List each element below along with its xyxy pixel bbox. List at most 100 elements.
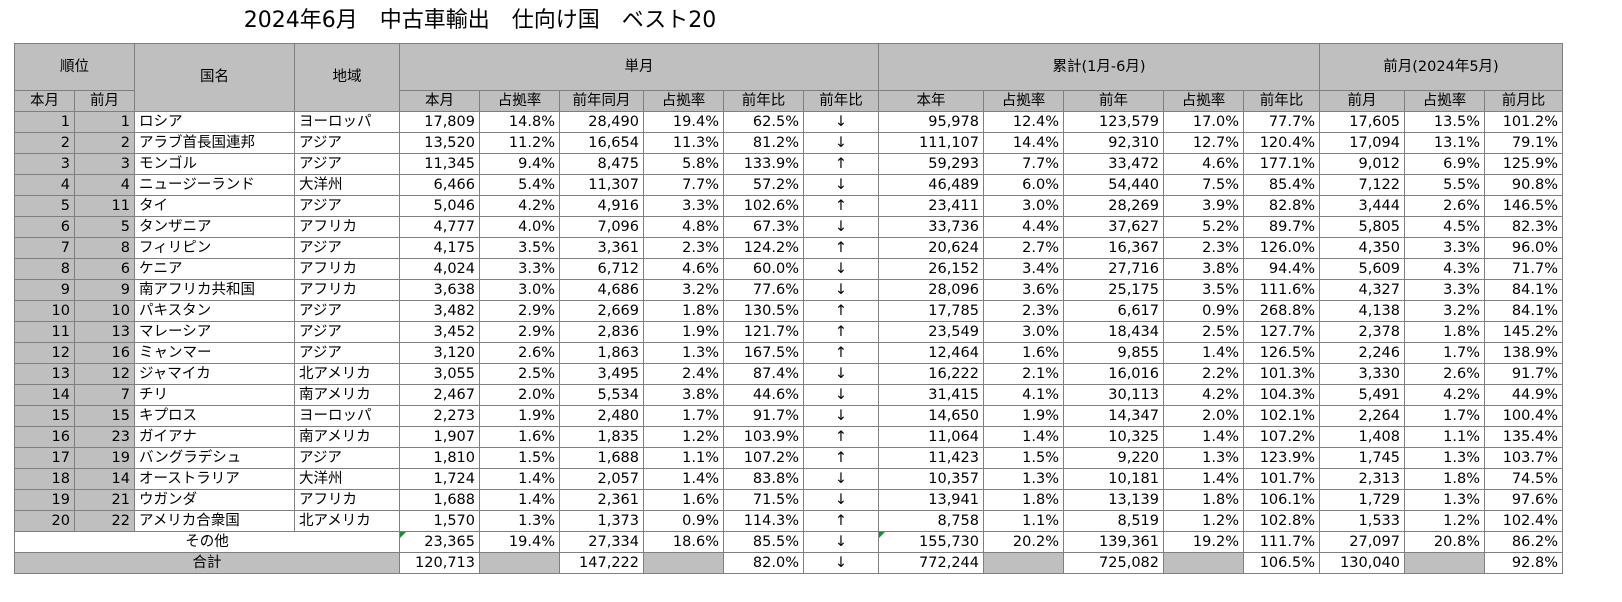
others-cum-current: 155,730: [878, 531, 984, 553]
others-row: その他 23,365 19.4% 27,334 18.6% 85.5% ↓ 15…: [14, 531, 1563, 553]
rank-previous: 16: [74, 342, 135, 364]
cum-current: 23,411: [878, 195, 984, 217]
cum-yoy: 85.4%: [1243, 174, 1320, 196]
month-prev-year: 2,836: [559, 321, 644, 343]
cum-share: 1.5%: [983, 447, 1064, 469]
prev-month: 5,491: [1319, 384, 1405, 406]
others-mom: 86.2%: [1484, 531, 1563, 553]
region: アジア: [294, 321, 400, 343]
month-prev-year: 1,835: [559, 426, 644, 448]
prev-month: 1,408: [1319, 426, 1405, 448]
month-trend-arrow: ↑: [803, 237, 879, 259]
cum-yoy: 126.5%: [1243, 342, 1320, 364]
month-share: 1.4%: [479, 489, 560, 511]
table-row: 15 15 キプロス ヨーロッパ 2,273 1.9% 2,480 1.7% 91.7% ↓ 14,…: [14, 405, 1563, 427]
prev-month: 5,805: [1319, 216, 1405, 238]
month-share-prev: 3.3%: [643, 195, 724, 217]
country-name: モンゴル: [134, 153, 295, 175]
month-current: 13,520: [399, 132, 480, 154]
month-current: 11,345: [399, 153, 480, 175]
cum-prev: 27,716: [1063, 258, 1164, 280]
mom: 138.9%: [1484, 342, 1563, 364]
cum-share: 1.6%: [983, 342, 1064, 364]
prev-month: 2,264: [1319, 405, 1405, 427]
cum-current: 95,978: [878, 111, 984, 133]
month-share: 9.4%: [479, 153, 560, 175]
cum-yoy: 89.7%: [1243, 216, 1320, 238]
table-row: 18 14 オーストラリア 大洋州 1,724 1.4% 2,057 1.4% 83.8% ↓ 10…: [14, 468, 1563, 490]
cum-yoy: 102.8%: [1243, 510, 1320, 532]
cum-current: 23,549: [878, 321, 984, 343]
cum-current: 14,650: [878, 405, 984, 427]
rank-current: 5: [14, 195, 75, 217]
header-month-share-prev: 占拠率: [643, 90, 724, 112]
month-share: 4.2%: [479, 195, 560, 217]
rank-previous: 23: [74, 426, 135, 448]
cum-share-prev: 2.0%: [1163, 405, 1244, 427]
total-row: 合計 120,713 147,222 82.0% ↓ 772,244 725,0…: [14, 552, 1563, 574]
table-row: 7 8 フィリピン アジア 4,175 3.5% 3,361 2.3% 124.2% ↑ 20,62…: [14, 237, 1563, 259]
cum-share-prev: 5.2%: [1163, 216, 1244, 238]
month-trend-arrow: ↑: [803, 447, 879, 469]
country-name: フィリピン: [134, 237, 295, 259]
rank-previous: 22: [74, 510, 135, 532]
month-current: 1,724: [399, 468, 480, 490]
cum-share-prev: 3.9%: [1163, 195, 1244, 217]
cum-share: 7.7%: [983, 153, 1064, 175]
month-share: 1.3%: [479, 510, 560, 532]
month-share-prev: 0.9%: [643, 510, 724, 532]
cum-yoy: 101.7%: [1243, 468, 1320, 490]
cum-current: 16,222: [878, 363, 984, 385]
total-month-current: 120,713: [399, 552, 480, 574]
cum-share: 2.3%: [983, 300, 1064, 322]
country-name: キプロス: [134, 405, 295, 427]
prev-month: 2,313: [1319, 468, 1405, 490]
prev-month-share: 3.3%: [1404, 279, 1485, 301]
prev-month: 1,729: [1319, 489, 1405, 511]
region: 南アメリカ: [294, 426, 400, 448]
month-share: 3.3%: [479, 258, 560, 280]
month-prev-year: 4,916: [559, 195, 644, 217]
total-mom: 92.8%: [1484, 552, 1563, 574]
mom: 82.3%: [1484, 216, 1563, 238]
table-row: 14 7 チリ 南アメリカ 2,467 2.0% 5,534 3.8% 44.6% ↓ 31,415…: [14, 384, 1563, 406]
total-cum-current: 772,244: [878, 552, 984, 574]
cum-share: 4.4%: [983, 216, 1064, 238]
header-prev-month-share: 占拠率: [1404, 90, 1485, 112]
region: アフリカ: [294, 489, 400, 511]
month-share-prev: 5.8%: [643, 153, 724, 175]
cum-current: 8,758: [878, 510, 984, 532]
month-trend-arrow: ↑: [803, 342, 879, 364]
month-trend-arrow: ↑: [803, 300, 879, 322]
cum-share-prev: 2.5%: [1163, 321, 1244, 343]
month-share: 2.0%: [479, 384, 560, 406]
prev-month: 3,330: [1319, 363, 1405, 385]
total-cum-prev: 725,082: [1063, 552, 1164, 574]
mom: 146.5%: [1484, 195, 1563, 217]
rank-previous: 5: [74, 216, 135, 238]
month-prev-year: 2,361: [559, 489, 644, 511]
mom: 84.1%: [1484, 279, 1563, 301]
cum-share: 14.4%: [983, 132, 1064, 154]
table-row: 13 12 ジャマイカ 北アメリカ 3,055 2.5% 3,495 2.4% 87.4% ↓ 16…: [14, 363, 1563, 385]
rank-current: 17: [14, 447, 75, 469]
rank-current: 7: [14, 237, 75, 259]
others-month-share: 19.4%: [479, 531, 560, 553]
month-current: 2,467: [399, 384, 480, 406]
country-name: タンザニア: [134, 216, 295, 238]
header-month-current: 本月: [399, 90, 480, 112]
month-prev-year: 3,495: [559, 363, 644, 385]
cum-share: 1.4%: [983, 426, 1064, 448]
cum-prev: 92,310: [1063, 132, 1164, 154]
cum-yoy: 106.1%: [1243, 489, 1320, 511]
cum-current: 33,736: [878, 216, 984, 238]
region: 北アメリカ: [294, 363, 400, 385]
cum-prev: 9,220: [1063, 447, 1164, 469]
country-name: タイ: [134, 195, 295, 217]
month-yoy: 102.6%: [723, 195, 804, 217]
country-name: ニュージーランド: [134, 174, 295, 196]
month-current: 4,024: [399, 258, 480, 280]
table-row: 10 10 パキスタン アジア 3,482 2.9% 2,669 1.8% 130.5% ↑ 17,…: [14, 300, 1563, 322]
prev-month: 1,533: [1319, 510, 1405, 532]
cum-prev: 54,440: [1063, 174, 1164, 196]
